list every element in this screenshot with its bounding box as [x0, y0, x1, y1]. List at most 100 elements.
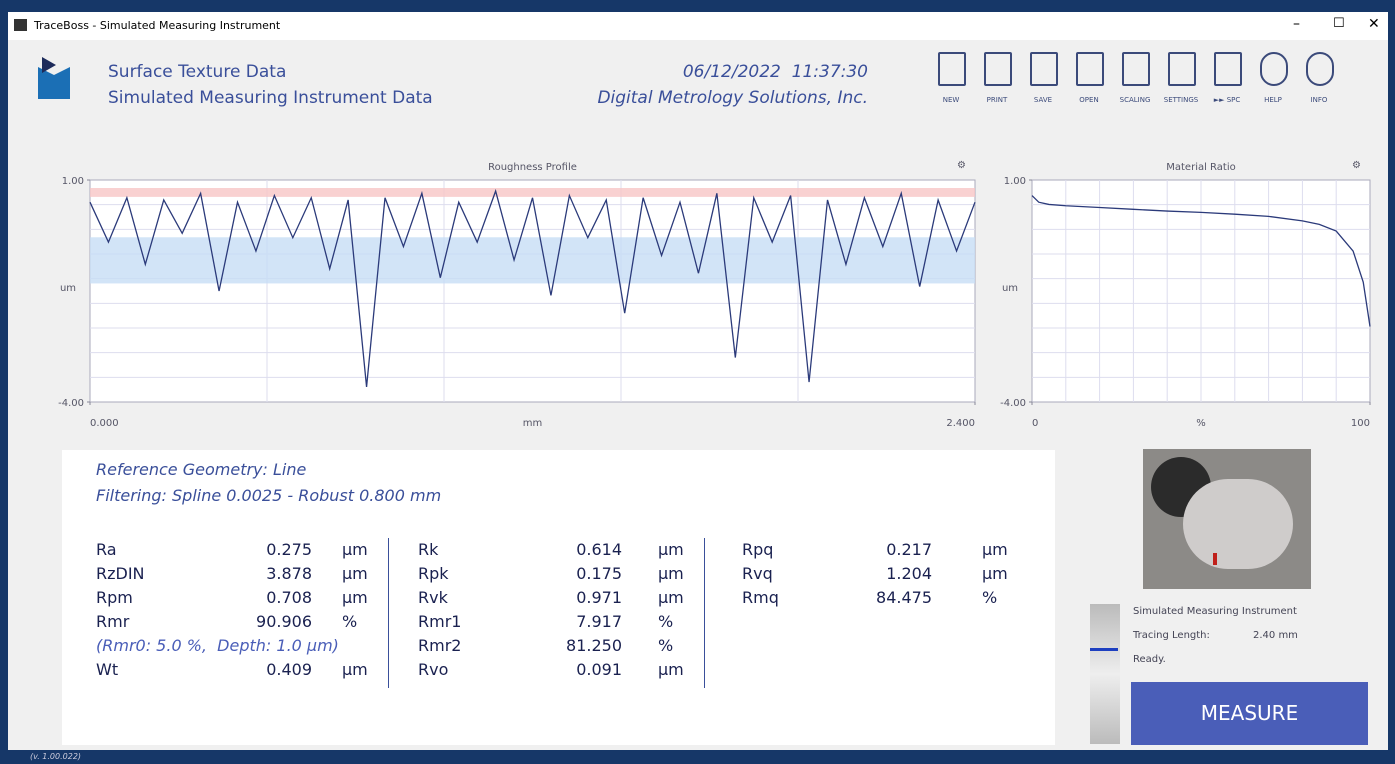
- tool-label: SETTINGS: [1156, 96, 1206, 104]
- param-value: 81.250: [566, 636, 622, 655]
- gauge: [1090, 604, 1120, 744]
- param-unit: µm: [342, 660, 368, 679]
- charts: Roughness Profile ⚙ 1.00 -4.00 0.000 2.400 um m…: [8, 132, 1388, 432]
- x-tick-label: 0.000: [90, 418, 119, 429]
- param-name: Rmr1: [418, 612, 461, 631]
- column-divider: [704, 538, 705, 688]
- x-axis-label: mm: [523, 418, 542, 429]
- param-unit: µm: [342, 588, 368, 607]
- tool-icon[interactable]: [1168, 52, 1196, 86]
- measure-button[interactable]: MEASURE: [1131, 682, 1368, 745]
- chart-title: Roughness Profile: [488, 162, 577, 173]
- param-value: 0.217: [886, 540, 932, 559]
- tool-label: ►► SPC: [1202, 96, 1252, 104]
- peak-band: [90, 188, 975, 197]
- tool-label: SAVE: [1018, 96, 1068, 104]
- param-name: Rpq: [742, 540, 773, 559]
- header-line2: Simulated Measuring Instrument Data: [108, 88, 433, 108]
- logo: [36, 57, 72, 101]
- param-value: 0.091: [576, 660, 622, 679]
- param-value: 84.475: [876, 588, 932, 607]
- instrument-name: Simulated Measuring Instrument: [1133, 606, 1297, 617]
- screen: TraceBoss - Simulated Measuring Instrume…: [0, 0, 1395, 764]
- tool-label: SCALING: [1110, 96, 1160, 104]
- window-title: TraceBoss - Simulated Measuring Instrume…: [34, 19, 280, 32]
- tool-icon[interactable]: [1214, 52, 1242, 86]
- param-unit: %: [982, 588, 997, 607]
- param-name: Rk: [418, 540, 438, 559]
- param-name: Rmr: [96, 612, 129, 631]
- param-unit: µm: [982, 540, 1008, 559]
- tool-icon[interactable]: [1122, 52, 1150, 86]
- tool-label: OPEN: [1064, 96, 1114, 104]
- settings-icon: ⚙: [1352, 160, 1361, 171]
- status-text: Ready.: [1133, 654, 1166, 665]
- x-tick-label: 100: [1351, 418, 1370, 429]
- maximize[interactable]: ☐: [1333, 16, 1345, 31]
- x-tick-label: 2.400: [946, 418, 975, 429]
- param-name: Rvq: [742, 564, 773, 583]
- header-line1: Surface Texture Data: [108, 62, 286, 82]
- tool-icon[interactable]: [1076, 52, 1104, 86]
- param-unit: µm: [658, 660, 684, 679]
- tool-label: INFO: [1294, 96, 1344, 104]
- y-axis-label: um: [1002, 283, 1018, 294]
- param-unit: µm: [342, 564, 368, 583]
- tool-icon[interactable]: [984, 52, 1012, 86]
- plot-area: [90, 180, 975, 402]
- tracing-value: 2.40 mm: [1253, 630, 1298, 641]
- close[interactable]: ✕: [1368, 16, 1380, 32]
- param-unit: µm: [342, 540, 368, 559]
- param-value: 0.614: [576, 540, 622, 559]
- param-name: Rpk: [418, 564, 449, 583]
- y-tick-label: -4.00: [58, 398, 84, 409]
- param-name: Rvk: [418, 588, 448, 607]
- param-name: Ra: [96, 540, 117, 559]
- param-unit: µm: [982, 564, 1008, 583]
- reference: Reference Geometry: Line: [96, 460, 306, 479]
- app-icon: [14, 19, 27, 31]
- tool-icon[interactable]: [1030, 52, 1058, 86]
- param-unit: µm: [658, 588, 684, 607]
- param-name: Rpm: [96, 588, 133, 607]
- param-unit: %: [658, 612, 673, 631]
- y-axis-label: um: [60, 283, 76, 294]
- datetime: 06/12/2022 11:37:30: [683, 62, 868, 82]
- tool-label: HELP: [1248, 96, 1298, 104]
- param-name: RzDIN: [96, 564, 145, 583]
- param-value: 90.906: [256, 612, 312, 631]
- y-tick-label: 1.00: [1004, 176, 1026, 187]
- param-name: Wt: [96, 660, 118, 679]
- param-value: 0.708: [266, 588, 312, 607]
- valley-band: [90, 237, 975, 283]
- instrument-photo: [1143, 449, 1311, 589]
- param-value: 0.275: [266, 540, 312, 559]
- minimize[interactable]: –: [1293, 16, 1300, 32]
- tool-icon[interactable]: [1306, 52, 1334, 86]
- param-value: 1.204: [886, 564, 932, 583]
- column-divider: [388, 538, 389, 688]
- tool-label: NEW: [926, 96, 976, 104]
- param-unit: µm: [658, 564, 684, 583]
- param-name: Rmr2: [418, 636, 461, 655]
- param-unit: %: [658, 636, 673, 655]
- y-tick-label: -4.00: [1000, 398, 1026, 409]
- chart-title: Material Ratio: [1166, 162, 1235, 173]
- y-tick-label: 1.00: [62, 176, 84, 187]
- tool-icon[interactable]: [938, 52, 966, 86]
- settings-icon: ⚙: [957, 160, 966, 171]
- x-axis-label: %: [1196, 418, 1206, 429]
- tool-label: PRINT: [972, 96, 1022, 104]
- tracing-label: Tracing Length:: [1133, 630, 1210, 641]
- param-name: Rvo: [418, 660, 448, 679]
- param-unit: µm: [658, 540, 684, 559]
- tool-icon[interactable]: [1260, 52, 1288, 86]
- param-value: 0.971: [576, 588, 622, 607]
- company: Digital Metrology Solutions, Inc.: [597, 88, 868, 108]
- filtering: Filtering: Spline 0.0025 - Robust 0.800 …: [96, 486, 441, 505]
- x-tick-label: 0: [1032, 418, 1038, 429]
- note: (Rmr0: 5.0 %, Depth: 1.0 µm): [96, 636, 339, 655]
- title-bar: TraceBoss - Simulated Measuring Instrume…: [8, 12, 1388, 40]
- results-panel: Reference Geometry: Line Filtering: Spli…: [62, 450, 1055, 745]
- app-window: TraceBoss - Simulated Measuring Instrume…: [8, 12, 1388, 750]
